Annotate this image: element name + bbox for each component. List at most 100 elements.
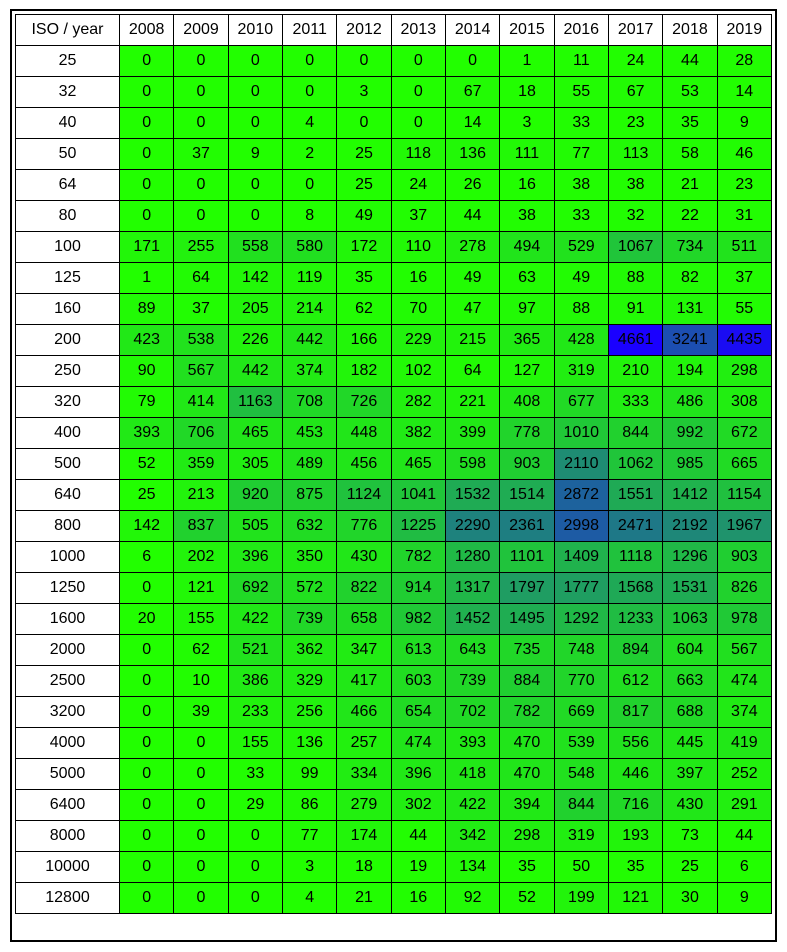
cell-iso-4000-year-2018: 445 (663, 728, 717, 759)
cell-iso-80-year-2010: 0 (228, 201, 282, 232)
cell-iso-80-year-2008: 0 (120, 201, 174, 232)
cell-iso-320-year-2018: 486 (663, 387, 717, 418)
iso-label-320: 320 (16, 387, 120, 418)
cell-iso-250-year-2018: 194 (663, 356, 717, 387)
cell-iso-2000-year-2016: 748 (554, 635, 608, 666)
cell-iso-200-year-2019: 4435 (717, 325, 771, 356)
cell-iso-1250-year-2019: 826 (717, 573, 771, 604)
cell-iso-160-year-2010: 205 (228, 294, 282, 325)
cell-iso-125-year-2017: 88 (608, 263, 662, 294)
cell-iso-100-year-2016: 529 (554, 232, 608, 263)
cell-iso-250-year-2012: 182 (337, 356, 391, 387)
cell-iso-2500-year-2018: 663 (663, 666, 717, 697)
cell-iso-4000-year-2017: 556 (608, 728, 662, 759)
iso-label-100: 100 (16, 232, 120, 263)
corner-label: ISO / year (16, 15, 120, 46)
cell-iso-250-year-2016: 319 (554, 356, 608, 387)
header-row: ISO / year 2008 2009 2010 2011 2012 2013 2014 2… (16, 15, 772, 46)
cell-iso-50-year-2013: 118 (391, 139, 445, 170)
cell-iso-3200-year-2013: 654 (391, 697, 445, 728)
cell-iso-3200-year-2011: 256 (282, 697, 336, 728)
cell-iso-800-year-2012: 776 (337, 511, 391, 542)
cell-iso-8000-year-2017: 193 (608, 821, 662, 852)
cell-iso-2500-year-2017: 612 (608, 666, 662, 697)
cell-iso-6400-year-2017: 716 (608, 790, 662, 821)
cell-iso-10000-year-2016: 50 (554, 852, 608, 883)
cell-iso-1000-year-2015: 1101 (500, 542, 554, 573)
cell-iso-8000-year-2019: 44 (717, 821, 771, 852)
iso-row-8000: 8000 0 0 0 77 174 44 342 298 319 193 73 44 (16, 821, 772, 852)
cell-iso-1250-year-2016: 1777 (554, 573, 608, 604)
cell-iso-50-year-2014: 136 (445, 139, 499, 170)
cell-iso-3200-year-2008: 0 (120, 697, 174, 728)
cell-iso-320-year-2012: 726 (337, 387, 391, 418)
cell-iso-1000-year-2009: 202 (174, 542, 228, 573)
year-header-2011: 2011 (282, 15, 336, 46)
cell-iso-8000-year-2014: 342 (445, 821, 499, 852)
cell-iso-6400-year-2009: 0 (174, 790, 228, 821)
cell-iso-250-year-2008: 90 (120, 356, 174, 387)
iso-label-32: 32 (16, 77, 120, 108)
cell-iso-160-year-2019: 55 (717, 294, 771, 325)
cell-iso-125-year-2013: 16 (391, 263, 445, 294)
cell-iso-500-year-2017: 1062 (608, 449, 662, 480)
cell-iso-4000-year-2019: 419 (717, 728, 771, 759)
cell-iso-50-year-2010: 9 (228, 139, 282, 170)
cell-iso-100-year-2008: 171 (120, 232, 174, 263)
cell-iso-40-year-2010: 0 (228, 108, 282, 139)
cell-iso-25-year-2014: 0 (445, 46, 499, 77)
cell-iso-50-year-2017: 113 (608, 139, 662, 170)
iso-row-64: 64 0 0 0 0 25 24 26 16 38 38 21 23 (16, 170, 772, 201)
cell-iso-80-year-2011: 8 (282, 201, 336, 232)
cell-iso-100-year-2013: 110 (391, 232, 445, 263)
iso-label-125: 125 (16, 263, 120, 294)
cell-iso-400-year-2011: 453 (282, 418, 336, 449)
cell-iso-25-year-2011: 0 (282, 46, 336, 77)
cell-iso-250-year-2011: 374 (282, 356, 336, 387)
cell-iso-5000-year-2011: 99 (282, 759, 336, 790)
cell-iso-12800-year-2011: 4 (282, 883, 336, 914)
cell-iso-250-year-2009: 567 (174, 356, 228, 387)
cell-iso-40-year-2014: 14 (445, 108, 499, 139)
cell-iso-800-year-2010: 505 (228, 511, 282, 542)
cell-iso-1600-year-2010: 422 (228, 604, 282, 635)
year-header-2009: 2009 (174, 15, 228, 46)
cell-iso-4000-year-2016: 539 (554, 728, 608, 759)
cell-iso-800-year-2008: 142 (120, 511, 174, 542)
cell-iso-4000-year-2015: 470 (500, 728, 554, 759)
cell-iso-2500-year-2010: 386 (228, 666, 282, 697)
cell-iso-2500-year-2019: 474 (717, 666, 771, 697)
cell-iso-10000-year-2008: 0 (120, 852, 174, 883)
cell-iso-25-year-2008: 0 (120, 46, 174, 77)
iso-label-4000: 4000 (16, 728, 120, 759)
cell-iso-1000-year-2014: 1280 (445, 542, 499, 573)
cell-iso-160-year-2013: 70 (391, 294, 445, 325)
cell-iso-5000-year-2008: 0 (120, 759, 174, 790)
cell-iso-4000-year-2008: 0 (120, 728, 174, 759)
cell-iso-64-year-2014: 26 (445, 170, 499, 201)
cell-iso-400-year-2017: 844 (608, 418, 662, 449)
cell-iso-1250-year-2018: 1531 (663, 573, 717, 604)
iso-label-80: 80 (16, 201, 120, 232)
cell-iso-80-year-2015: 38 (500, 201, 554, 232)
cell-iso-200-year-2008: 423 (120, 325, 174, 356)
cell-iso-25-year-2017: 24 (608, 46, 662, 77)
cell-iso-32-year-2018: 53 (663, 77, 717, 108)
cell-iso-10000-year-2011: 3 (282, 852, 336, 883)
cell-iso-64-year-2017: 38 (608, 170, 662, 201)
cell-iso-40-year-2019: 9 (717, 108, 771, 139)
cell-iso-125-year-2008: 1 (120, 263, 174, 294)
iso-row-1000: 1000 6 202 396 350 430 782 1280 1101 1409 1118 1296… (16, 542, 772, 573)
cell-iso-32-year-2015: 18 (500, 77, 554, 108)
cell-iso-125-year-2012: 35 (337, 263, 391, 294)
iso-row-640: 640 25 213 920 875 1124 1041 1532 1514 2872 1551 14… (16, 480, 772, 511)
cell-iso-6400-year-2019: 291 (717, 790, 771, 821)
cell-iso-50-year-2016: 77 (554, 139, 608, 170)
iso-label-1000: 1000 (16, 542, 120, 573)
cell-iso-3200-year-2012: 466 (337, 697, 391, 728)
iso-row-400: 400 393 706 465 453 448 382 399 778 1010 844 992 672 (16, 418, 772, 449)
cell-iso-640-year-2019: 1154 (717, 480, 771, 511)
year-header-2018: 2018 (663, 15, 717, 46)
cell-iso-6400-year-2018: 430 (663, 790, 717, 821)
cell-iso-160-year-2009: 37 (174, 294, 228, 325)
